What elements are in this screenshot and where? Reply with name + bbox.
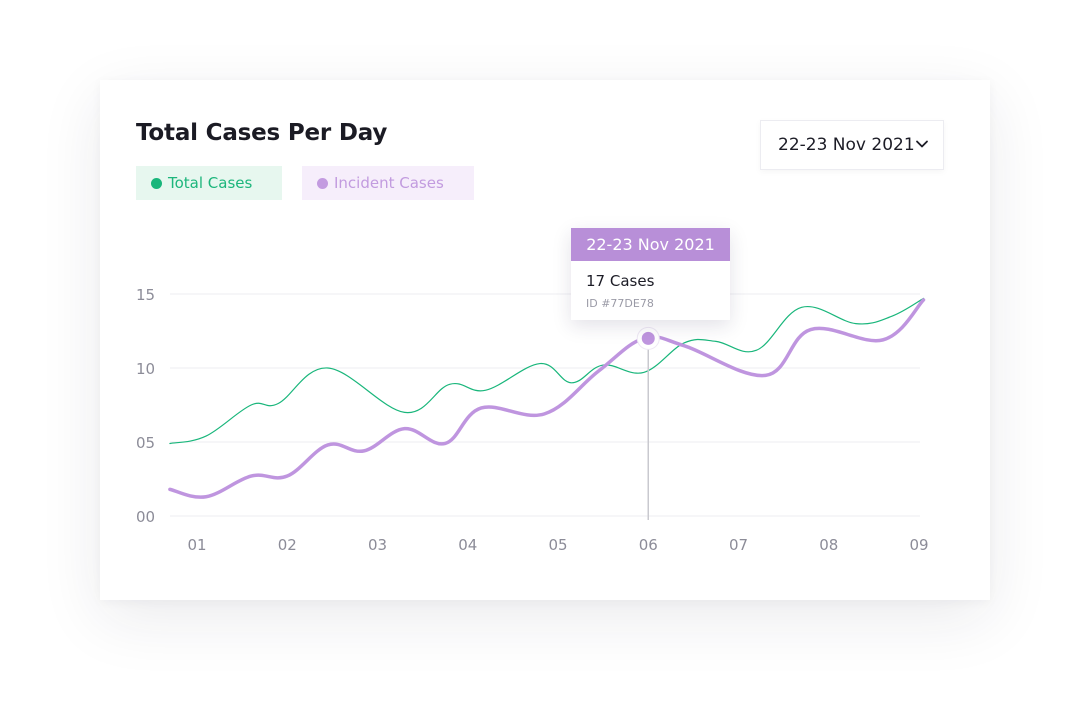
- chart-title: Total Cases Per Day: [136, 120, 388, 146]
- y-tick-label: 05: [136, 434, 155, 452]
- total-cases-line: [169, 297, 925, 445]
- y-tick-label: 00: [136, 508, 155, 526]
- y-tick-label: 15: [136, 286, 155, 304]
- legend-total-cases[interactable]: Total Cases: [136, 166, 282, 200]
- x-tick-label: 01: [187, 536, 206, 554]
- x-tick-label: 08: [819, 536, 838, 554]
- date-range-value: 22-23 Nov 2021: [778, 135, 915, 155]
- total-cases-dot-icon: [151, 177, 162, 189]
- x-tick-label: 06: [639, 536, 658, 554]
- y-tick-label: 10: [136, 360, 155, 378]
- x-tick-label: 02: [278, 536, 297, 554]
- tooltip-header: 22-23 Nov 2021: [571, 228, 730, 261]
- legend-incident-label: Incident Cases: [334, 174, 444, 192]
- legend-incident-cases[interactable]: Incident Cases: [302, 166, 474, 200]
- legend-total-label: Total Cases: [168, 174, 253, 192]
- chart-card: Total Cases Per Day Total Cases Incident…: [100, 80, 990, 600]
- chevron-down-icon: [916, 140, 928, 148]
- y-axis-ticks: 00 05 10 15: [136, 286, 155, 526]
- incident-cases-line: [168, 298, 926, 499]
- incident-cases-dot-icon: [317, 177, 328, 189]
- highlight-point[interactable]: [641, 331, 655, 345]
- x-tick-label: 04: [458, 536, 477, 554]
- highlight-marker: [636, 326, 660, 520]
- tooltip-cases: 17 Cases: [586, 272, 655, 290]
- data-tooltip: 22-23 Nov 2021 17 Cases ID #77DE78: [571, 228, 730, 320]
- tooltip-id: ID #77DE78: [586, 297, 654, 310]
- x-axis-ticks: 01 02 03 04 05 06 07 08 09: [187, 536, 928, 554]
- x-tick-label: 09: [909, 536, 928, 554]
- date-range-dropdown[interactable]: 22-23 Nov 2021: [760, 120, 944, 170]
- x-tick-label: 03: [368, 536, 387, 554]
- grid-lines: [170, 293, 920, 517]
- x-tick-label: 07: [729, 536, 748, 554]
- line-chart: 00 05 10 15 01 02 03 04 05 06 07 08 09: [136, 286, 929, 554]
- x-tick-label: 05: [548, 536, 567, 554]
- series-lines: [168, 297, 926, 499]
